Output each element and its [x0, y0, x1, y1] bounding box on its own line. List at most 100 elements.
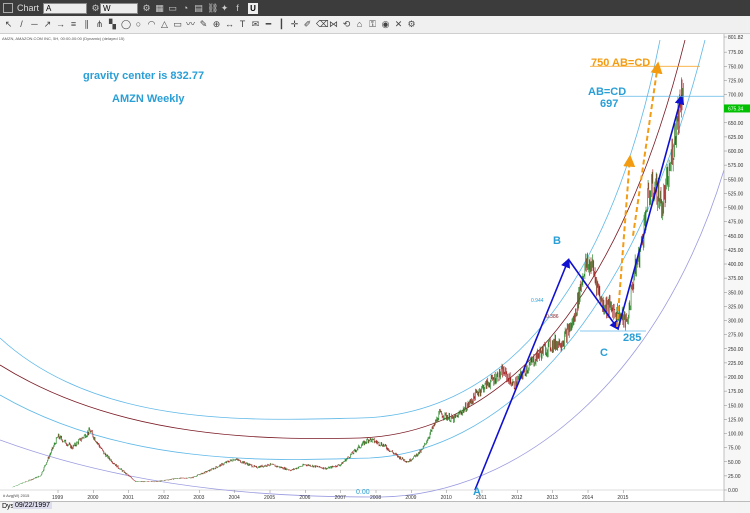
- low-285-label: 285: [623, 332, 641, 344]
- hline-icon[interactable]: ━: [265, 19, 272, 29]
- brush-icon[interactable]: ✎: [199, 19, 208, 29]
- fib-icon[interactable]: ≡: [70, 19, 77, 29]
- y-tick-label: 775.00: [728, 50, 744, 56]
- facebook-icon[interactable]: f: [236, 2, 239, 13]
- gravity-center-label: gravity center is 832.77: [83, 70, 204, 82]
- x-tick-label: 2002: [158, 495, 169, 501]
- price-series: [11, 77, 684, 488]
- rectangle-icon[interactable]: ▭: [173, 19, 182, 29]
- period-select[interactable]: W: [100, 2, 138, 14]
- trash-icon[interactable]: ✕: [394, 19, 403, 29]
- y-tick-label: 150.00: [728, 403, 744, 409]
- zoom-icon[interactable]: ⊕: [212, 19, 221, 29]
- text-icon[interactable]: T: [239, 19, 246, 29]
- plot-background: [0, 34, 724, 501]
- y-tick-label: 750.00: [728, 64, 744, 70]
- cursor-icon[interactable]: ↖: [4, 19, 13, 29]
- x-tick-label: 1999: [52, 495, 63, 501]
- header-text: AMZN, AMAZON.COM INC, 5H, 00:00-00:00 (D…: [2, 36, 125, 41]
- x-tick-label: 2008: [370, 495, 381, 501]
- point-b-label: B: [553, 235, 561, 247]
- ray-icon[interactable]: ↗: [43, 19, 52, 29]
- y-tick-label: 725.00: [728, 78, 744, 84]
- indicator-icon[interactable]: ◔: [182, 2, 189, 13]
- x-tick-label: 2000: [87, 495, 98, 501]
- line-icon[interactable]: ─: [31, 19, 38, 29]
- link-icon[interactable]: ⛓: [207, 2, 219, 13]
- note-icon[interactable]: ✉: [251, 19, 260, 29]
- cycle-icon[interactable]: ⟲: [342, 19, 351, 29]
- y-tick-label: 400.00: [728, 262, 744, 268]
- vline-icon[interactable]: ┃: [278, 19, 285, 29]
- y-tick-label: 475.00: [728, 220, 744, 226]
- x-tick-label: 2009: [405, 495, 416, 501]
- ab-leg: [474, 258, 571, 491]
- gravity-arc-middle: [0, 39, 686, 439]
- channel-icon[interactable]: ∥: [84, 19, 89, 29]
- arc-icon[interactable]: ◠: [147, 19, 156, 29]
- ellipse-icon[interactable]: ◯: [121, 19, 132, 29]
- gann-icon[interactable]: ▚: [109, 19, 116, 29]
- y-tick-label: 225.00: [728, 361, 744, 367]
- twitter-icon[interactable]: ✦: [220, 2, 229, 13]
- avg-label: # Avg(W) 2015: [3, 493, 30, 498]
- tag-icon[interactable]: ⌂: [356, 19, 363, 29]
- window-title: Chart: [17, 3, 40, 13]
- draw-line-icon[interactable]: /: [20, 19, 23, 29]
- y-tick-label: 175.00: [728, 389, 744, 395]
- circle-icon[interactable]: ○: [135, 19, 142, 29]
- window-icon-2[interactable]: ▭: [168, 2, 177, 13]
- window-icon: [3, 3, 13, 13]
- gear-icon[interactable]: ⚙: [142, 2, 151, 13]
- y-tick-label: 300.00: [728, 319, 744, 325]
- date-readout: 09/22/1997: [13, 502, 53, 509]
- point-c-label: C: [600, 347, 608, 359]
- x-tick-label: 2003: [193, 495, 204, 501]
- fib-000-label: 0.00: [356, 489, 370, 496]
- wave-icon[interactable]: 〰: [186, 19, 196, 29]
- x-tick-label: 2001: [123, 495, 134, 501]
- grid-icon[interactable]: ▦: [155, 2, 164, 13]
- u-button[interactable]: U: [248, 2, 258, 14]
- x-tick-label: 2006: [299, 495, 310, 501]
- drawing-toolbar: ↖ / ─ ↗ → ≡ ∥ ⋔ ▚ ◯ ○ ◠ △ ▭ 〰 ✎ ⊕ ↔ T ✉ ━ ┃ ✛ ✐ ⌫ ⋈ ⟲ ⌂ ⚿ ◉ ✕ ⚙: [0, 16, 750, 34]
- x-axis: 1999 2000 2001 2002 2003 2004 2005 2006 2007 2008…: [52, 490, 629, 501]
- y-tick-label: 425.00: [728, 248, 744, 254]
- fib-0944-label: 0.944: [531, 298, 544, 304]
- settings-icon[interactable]: ⚙: [407, 19, 416, 29]
- cross-icon[interactable]: ✛: [290, 19, 299, 29]
- last-price-badge: [724, 104, 750, 113]
- x-tick-label: 2012: [511, 495, 522, 501]
- y-tick-label: 100.00: [728, 432, 744, 438]
- gravity-arc-lower: [0, 169, 725, 498]
- eye-icon[interactable]: ◉: [381, 19, 390, 29]
- last-price-label: 675.34: [728, 106, 744, 112]
- y-tick-label: 600.00: [728, 149, 744, 155]
- point-a-label: A: [473, 486, 481, 498]
- y-tick-label: 75.00: [728, 446, 741, 452]
- template-icon[interactable]: ▤: [194, 2, 203, 13]
- triangle-icon[interactable]: △: [161, 19, 168, 29]
- pitchfork-icon[interactable]: ⋔: [95, 19, 104, 29]
- price-chart[interactable]: 801.82775.00750.00725.00700.00675.00650.…: [0, 34, 750, 501]
- orange-projection-1: [616, 154, 636, 328]
- y-tick-label: 500.00: [728, 206, 744, 212]
- arrow-icon[interactable]: →: [56, 19, 65, 29]
- pattern-icon[interactable]: ⋈: [329, 19, 338, 29]
- y-axis: 801.82775.00750.00725.00700.00675.00650.…: [724, 35, 750, 494]
- eraser-icon[interactable]: ⌫: [316, 19, 329, 29]
- settings-icon[interactable]: ⚙: [91, 2, 100, 13]
- symbol-input[interactable]: A: [43, 2, 87, 14]
- lock-icon[interactable]: ⚿: [369, 19, 376, 29]
- y-tick-label: 700.00: [728, 93, 744, 99]
- measure-icon[interactable]: ↔: [225, 19, 234, 29]
- title-bar: Chart A ⚙ W ⚙ ▦ ▭ ◔ ▤ ⛓ ✦ f U: [0, 0, 750, 16]
- y-tick-label: 350.00: [728, 290, 744, 296]
- y-tick-label: 125.00: [728, 417, 744, 423]
- fib-0386-label: 0.386: [546, 314, 559, 320]
- y-tick-label: 0.00: [728, 488, 738, 494]
- abcd-697-value: 697: [600, 98, 618, 110]
- pen-icon[interactable]: ✐: [303, 19, 312, 29]
- x-tick-label: 2013: [547, 495, 558, 501]
- status-bar: Dys 09/22/1997: [0, 501, 750, 513]
